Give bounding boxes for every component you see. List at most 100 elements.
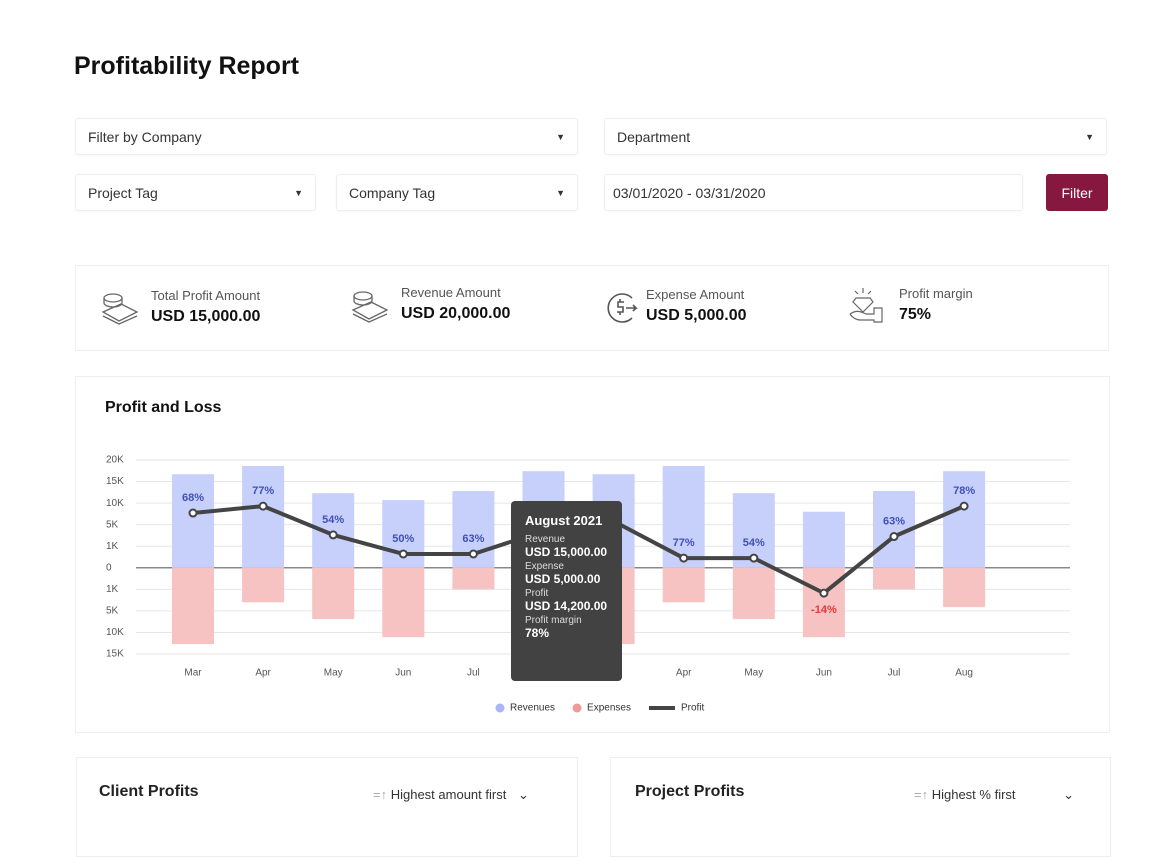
x-tick-label: Aug: [955, 668, 973, 679]
stat-value: USD 5,000.00: [646, 307, 747, 324]
chevron: ⌄: [517, 787, 529, 802]
x-tick-label: Jun: [816, 668, 832, 679]
profit-point: [959, 501, 969, 511]
y-tick-label: 5K: [106, 519, 119, 530]
margin-label: -14%: [811, 604, 837, 616]
profit-point: [679, 553, 689, 563]
chevron: ⌄: [1063, 787, 1075, 802]
stat: Revenue Amount USD 20,000.00: [401, 285, 510, 323]
sort-icon: =↑: [373, 787, 388, 802]
bar: [732, 567, 775, 620]
company-select[interactable]: Filter by Company ▼: [75, 118, 578, 155]
y-tick-label: 1K: [106, 584, 119, 595]
icon: [351, 291, 389, 323]
profit-point: [188, 508, 198, 518]
margin-label: 54%: [743, 537, 765, 549]
bar: [172, 567, 214, 645]
bar: [943, 471, 986, 568]
margin-label: 77%: [673, 537, 695, 549]
sort-select[interactable]: =↑ Highest amount first ⌄: [373, 787, 529, 803]
profit-point: [749, 553, 759, 563]
stat-value: USD 20,000.00: [401, 305, 511, 322]
x-tick-label: May: [744, 668, 763, 679]
legend-label: Expenses: [587, 703, 631, 714]
stat-label: Profit margin: [899, 286, 973, 301]
x-tick-label: Apr: [676, 668, 692, 679]
stat: Expense Amount USD 5,000.00: [646, 287, 747, 325]
icon: [607, 293, 638, 323]
legend-swatch: [572, 703, 582, 713]
sort-select[interactable]: =↑ Highest % first ⌄: [914, 787, 1074, 803]
legend-swatch: [495, 703, 505, 713]
margin-label: 63%: [883, 515, 905, 527]
y-tick-label: 1K: [106, 541, 119, 552]
tooltip-label: Revenue: [525, 534, 566, 545]
filter-button[interactable]: Filter: [1046, 174, 1108, 211]
y-tick-label: 15K: [106, 476, 124, 487]
bar: [452, 567, 495, 590]
y-tick-label: 5K: [106, 606, 119, 617]
profit-point: [328, 530, 338, 540]
card-title: Project Profits: [635, 783, 745, 800]
legend-label: Revenues: [510, 703, 555, 714]
y-tick-label: 10K: [106, 498, 124, 509]
page-title: Profitability Report: [74, 52, 300, 80]
legend-swatch: [648, 706, 675, 710]
profit-point: [258, 501, 268, 511]
input-value: 03/01/2020 - 03/31/2020: [613, 184, 766, 201]
bar: [382, 567, 425, 638]
margin-label: 78%: [953, 485, 975, 497]
x-tick-label: Jul: [467, 668, 480, 679]
margin-label: 68%: [182, 492, 204, 504]
department-select[interactable]: Department ▼: [604, 118, 1107, 155]
stat-value: USD 15,000.00: [151, 308, 261, 325]
select-label: Filter by Company: [88, 128, 202, 145]
tooltip-label: Expense: [525, 561, 564, 572]
margin-label: 50%: [392, 533, 414, 545]
icon: [849, 288, 883, 323]
stat: Total Profit Amount USD 15,000.00: [151, 288, 260, 326]
stats-card: Total Profit Amount USD 15,000.00 Revenue…: [75, 265, 1109, 351]
bar: [662, 567, 705, 603]
company-tag-select[interactable]: Company Tag ▼: [336, 174, 578, 211]
x-tick-label: Apr: [255, 668, 271, 679]
profit-point: [398, 549, 408, 559]
y-tick-label: 20K: [106, 455, 124, 466]
caret: ▼: [556, 187, 565, 198]
profit-point: [819, 588, 829, 598]
tooltip-value: 78%: [525, 626, 550, 640]
bar: [242, 567, 285, 603]
bar: [312, 567, 355, 620]
stat: Profit margin 75%: [899, 286, 973, 324]
select-label: Company Tag: [349, 184, 436, 201]
project-profits-card: Project Profits =↑ Highest % first ⌄: [610, 757, 1111, 857]
tooltip-label: Profit: [525, 588, 549, 599]
bar: [873, 567, 915, 590]
select-label: Project Tag: [88, 184, 158, 201]
y-tick-label: 0: [106, 562, 112, 573]
chart-title: Profit and Loss: [105, 399, 222, 416]
bar: [943, 567, 986, 608]
card-title: Client Profits: [99, 783, 199, 800]
stat-label: Expense Amount: [646, 287, 745, 302]
margin-label: 54%: [322, 514, 344, 526]
bar: [802, 567, 845, 638]
stat-label: Revenue Amount: [401, 285, 501, 300]
sort-label: Highest % first: [931, 787, 1016, 802]
sort-label: Highest amount first: [390, 787, 507, 802]
x-tick-label: Mar: [184, 668, 202, 679]
caret: ▼: [556, 131, 565, 142]
x-tick-label: May: [324, 668, 343, 679]
legend-label: Profit: [681, 703, 705, 714]
date-range-input[interactable]: 03/01/2020 - 03/31/2020: [604, 174, 1023, 211]
tooltip-value: USD 15,000.00: [525, 545, 608, 559]
project-tag-select[interactable]: Project Tag ▼: [75, 174, 316, 211]
tooltip-value: USD 14,200.00: [525, 599, 608, 613]
caret: ▼: [1085, 131, 1094, 142]
margin-label: 63%: [462, 533, 484, 545]
margin-label: 77%: [252, 485, 274, 497]
bar: [802, 511, 845, 568]
caret: ▼: [294, 187, 303, 198]
tooltip-label: Profit margin: [525, 615, 582, 626]
bar: [172, 474, 214, 568]
